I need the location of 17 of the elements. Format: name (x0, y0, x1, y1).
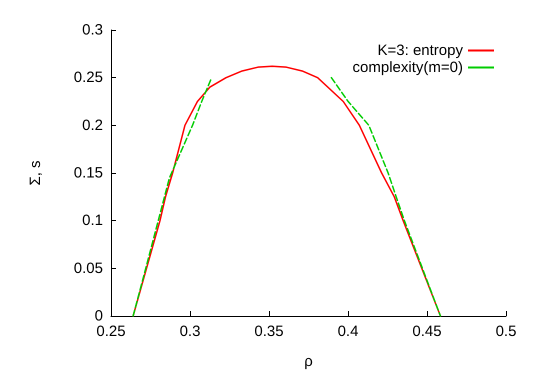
x-tick-label: 0.4 (338, 323, 358, 340)
y-tick-label: 0.25 (74, 69, 103, 86)
x-tick-label: 0.25 (96, 323, 126, 340)
y-tick-label: 0.05 (74, 260, 103, 277)
y-tick-label: 0 (94, 308, 103, 324)
y-tick-label: 0.1 (82, 212, 103, 230)
y-tick-label: 0.2 (82, 116, 103, 134)
x-tick-label: 0.35 (254, 323, 284, 340)
x-tick-label: 0.3 (180, 323, 200, 340)
x-axis-title: ρ (304, 353, 313, 370)
legend-label: complexity(m=0) (352, 59, 463, 76)
y-tick-label: 0.3 (82, 22, 103, 38)
legend-label: K=3: entropy (378, 42, 464, 59)
y-axis-title: Σ, s (27, 160, 44, 186)
x-tick-label: 0.5 (496, 323, 516, 340)
y-tick-label: 0.15 (74, 164, 103, 182)
x-tick-label: 0.45 (412, 323, 442, 340)
